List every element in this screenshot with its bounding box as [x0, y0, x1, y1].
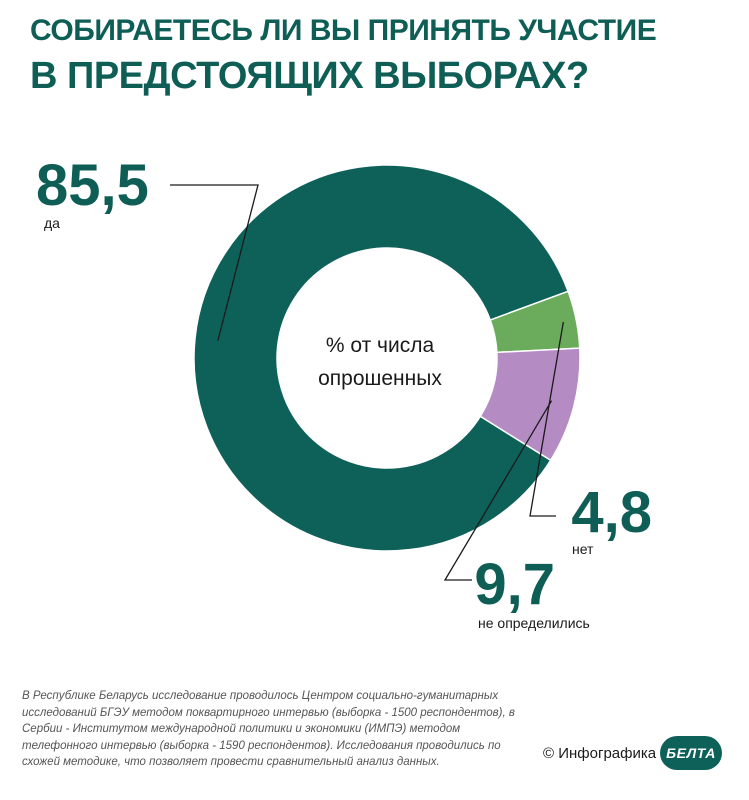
- value-label-1: 4,8: [571, 480, 652, 545]
- leader-line-0: [170, 184, 259, 341]
- belta-logo: БЕЛТА: [660, 736, 722, 770]
- value-label-2: 9,7: [474, 552, 555, 617]
- value-label-0: 85,5: [36, 153, 149, 218]
- title-line-1: СОБИРАЕТЕСЬ ЛИ ВЫ ПРИНЯТЬ УЧАСТИЕ: [30, 14, 657, 47]
- category-label-2: не определились: [478, 615, 590, 631]
- center-label-line-1: опрошенных: [318, 367, 442, 390]
- methodology-footnote: В Республике Беларусь исследование прово…: [22, 690, 515, 768]
- slice-0: [193, 164, 570, 552]
- leader-line-1: [529, 321, 564, 517]
- category-label-0: да: [44, 215, 60, 231]
- category-label-1: нет: [572, 541, 594, 557]
- title-line-2: В ПРЕДСТОЯЩИХ ВЫБОРАХ?: [30, 55, 589, 97]
- leader-line-2: [443, 400, 553, 581]
- slice-2: [479, 347, 581, 462]
- center-label-line-0: % от числа: [326, 334, 435, 357]
- infographic-credit: © Инфографика: [543, 745, 657, 762]
